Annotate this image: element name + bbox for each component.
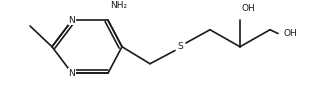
Text: OH: OH <box>242 4 256 13</box>
Text: NH₂: NH₂ <box>110 1 127 10</box>
Text: OH: OH <box>284 29 298 38</box>
Text: N: N <box>68 16 75 25</box>
Text: S: S <box>177 42 183 51</box>
Text: N: N <box>68 69 75 78</box>
